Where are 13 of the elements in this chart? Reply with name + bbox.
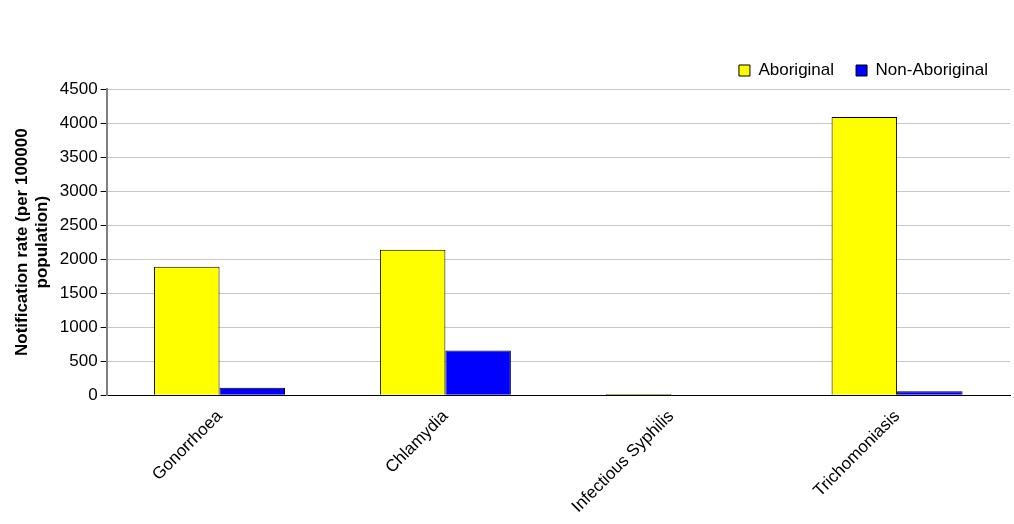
y-tick-label: 1000 (59, 316, 98, 336)
legend-label: Non-Aboriginal (875, 60, 988, 80)
y-tick-label: 3500 (59, 146, 98, 166)
legend-label: Aboriginal (758, 60, 835, 80)
y-tick-label: 4500 (59, 78, 98, 98)
y-tick-label: 0 (88, 385, 98, 405)
y-tick-label: 4000 (59, 112, 98, 132)
y-tick-label: 1500 (59, 282, 98, 302)
y-axis-title: Notification rate (per 100000 population) (11, 128, 52, 357)
y-tick-label: 2500 (59, 214, 98, 234)
y-tick-label: 2000 (59, 248, 98, 268)
y-tick-label: 500 (69, 351, 98, 371)
y-tick-label: 3000 (59, 180, 98, 200)
